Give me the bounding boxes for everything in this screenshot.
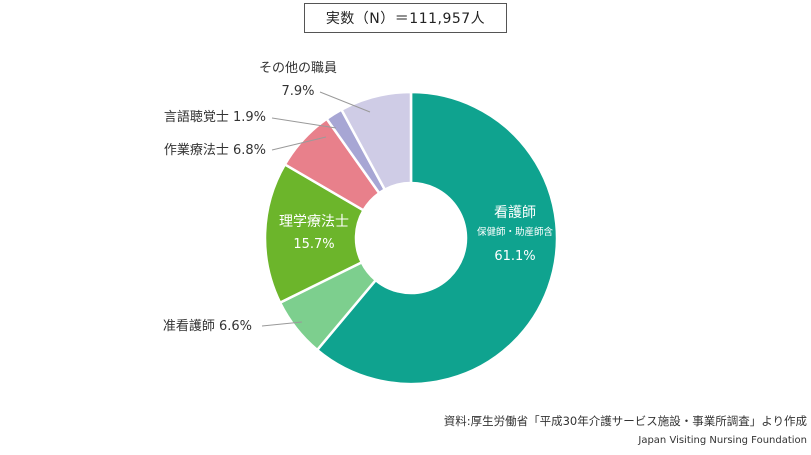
source-note: 資料:厚生労働省「平成30年介護サービス施設・事業所調査」より作成	[443, 414, 807, 428]
slice-3	[263, 162, 366, 305]
slice-6	[339, 90, 413, 192]
source-organization: Japan Visiting Nursing Foundation	[638, 435, 807, 446]
slice-label-name-1: 看護師	[494, 205, 536, 221]
slice-label-4: 作業療法士 6.8%	[164, 142, 266, 158]
slice-label-sub-1: 保健師・助産師含	[477, 226, 554, 238]
slice-label-value-3: 15.7%	[293, 237, 334, 252]
slice-label-name-3: 理学療法士	[279, 213, 349, 230]
total-count-label: 実数（N）＝111,957人	[325, 11, 486, 27]
slice-label-2: 准看護師 6.6%	[163, 318, 252, 334]
leader-line-5	[271, 117, 337, 129]
slice-label-name-6: その他の職員	[259, 61, 337, 76]
slice-1	[315, 90, 559, 386]
leader-line-6	[319, 91, 371, 113]
slice-label-value-1: 61.1%	[494, 249, 535, 264]
total-count-box: 実数（N）＝111,957人	[304, 3, 507, 33]
slice-label-value-6: 7.9%	[281, 84, 314, 99]
leader-line-2	[261, 321, 303, 327]
slice-label-5: 言語聴覚士 1.9%	[164, 109, 266, 125]
leader-line-4	[271, 136, 327, 151]
